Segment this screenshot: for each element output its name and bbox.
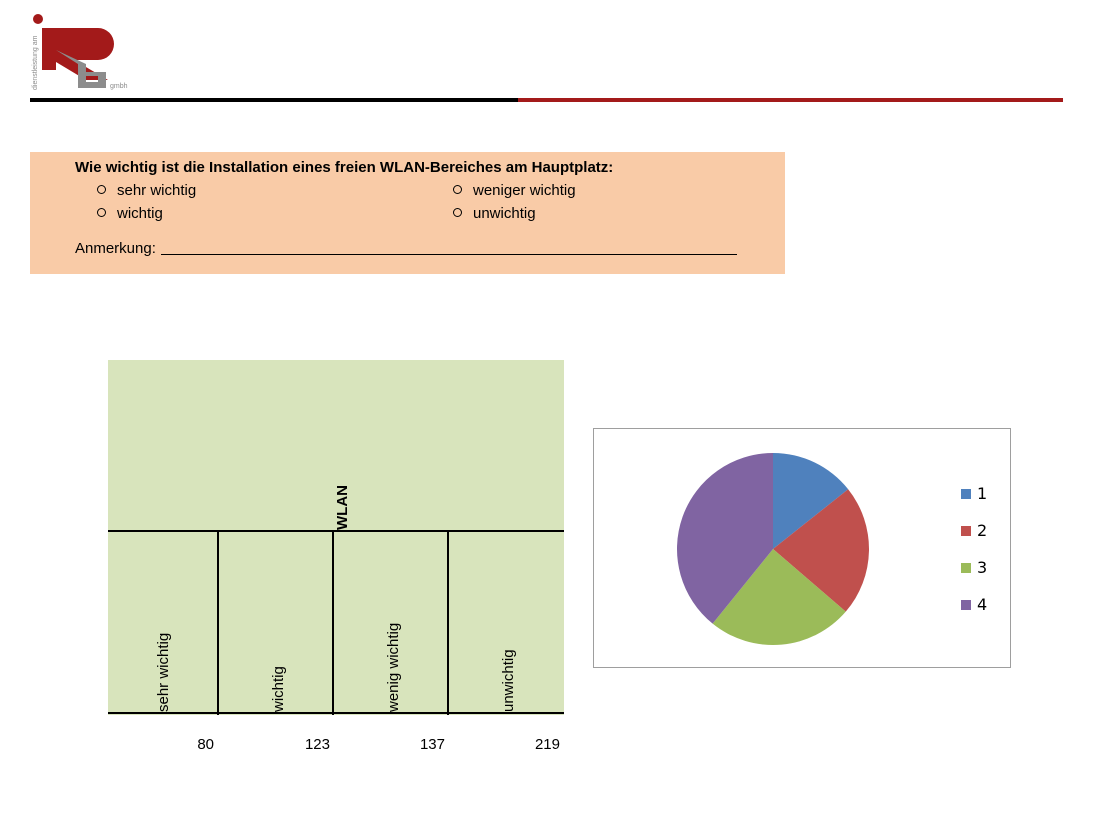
- pie-slice-4: [677, 453, 773, 624]
- table-value-label: 137: [419, 736, 445, 753]
- question-text: Wie wichtig ist die Installation eines f…: [75, 159, 614, 176]
- table-header-line: [108, 530, 564, 532]
- legend-item: 4: [961, 595, 987, 614]
- pie-chart-frame: 1 2 3 4: [593, 428, 1011, 668]
- legend-swatch: [961, 563, 971, 573]
- question-box: Wie wichtig ist die Installation eines f…: [30, 152, 785, 274]
- option-label: wichtig: [117, 205, 163, 222]
- pie-slice-1: [773, 453, 849, 549]
- table-category-label: unwichtig: [500, 649, 517, 712]
- wlan-table-chart: WLAN sehr wichtig wichtig wenig wichtig …: [108, 360, 564, 715]
- table-value-label: 123: [304, 736, 330, 753]
- option-label: weniger wichtig: [473, 182, 576, 199]
- pie-chart: [677, 453, 869, 645]
- legend-swatch: [961, 489, 971, 499]
- logo-gmbh-text: gmbh: [110, 83, 128, 90]
- annotation-blank-line[interactable]: [160, 240, 737, 255]
- header-rule-right: [518, 98, 1063, 102]
- table-column-divider: [332, 532, 334, 715]
- logo-vertical-text: dienstleistung am: [32, 35, 39, 90]
- logo-r-shape: [42, 28, 114, 80]
- table-category-label: wenig wichtig: [385, 622, 402, 712]
- pie-slice-2: [773, 489, 869, 612]
- legend-label: 2: [977, 521, 988, 540]
- legend-label: 1: [977, 484, 988, 503]
- pie-slice-3: [712, 549, 846, 645]
- logo-dot: [33, 14, 43, 24]
- table-value-label: 80: [197, 736, 214, 753]
- radio-circle-icon[interactable]: [453, 208, 462, 217]
- table-bottom-line: [108, 712, 564, 714]
- company-logo: dienstleistung am gmbh: [32, 14, 128, 90]
- option-sehr-wichtig[interactable]: sehr wichtig: [97, 182, 196, 199]
- legend-item: 2: [961, 521, 987, 540]
- radio-circle-icon[interactable]: [97, 185, 106, 194]
- option-weniger-wichtig[interactable]: weniger wichtig: [453, 182, 576, 199]
- table-category-label: sehr wichtig: [155, 632, 172, 712]
- table-value-label: 219: [534, 736, 560, 753]
- radio-circle-icon[interactable]: [97, 208, 106, 217]
- legend-swatch: [961, 526, 971, 536]
- radio-circle-icon[interactable]: [453, 185, 462, 194]
- legend-item: 1: [961, 484, 987, 503]
- header-rule-left: [30, 98, 518, 102]
- table-column-divider: [447, 532, 449, 715]
- table-category-label: wichtig: [270, 666, 287, 712]
- option-unwichtig[interactable]: unwichtig: [453, 205, 536, 222]
- annotation-label: Anmerkung:: [75, 240, 156, 257]
- legend-item: 3: [961, 558, 987, 577]
- option-wichtig[interactable]: wichtig: [97, 205, 163, 222]
- table-title: WLAN: [334, 485, 351, 530]
- option-label: sehr wichtig: [117, 182, 197, 199]
- option-label: unwichtig: [473, 205, 536, 222]
- legend-swatch: [961, 600, 971, 610]
- logo-gray-shape: [56, 50, 106, 88]
- annotation-row: Anmerkung:: [75, 240, 737, 257]
- legend-label: 4: [977, 595, 988, 614]
- legend-label: 3: [977, 558, 988, 577]
- table-column-divider: [217, 532, 219, 715]
